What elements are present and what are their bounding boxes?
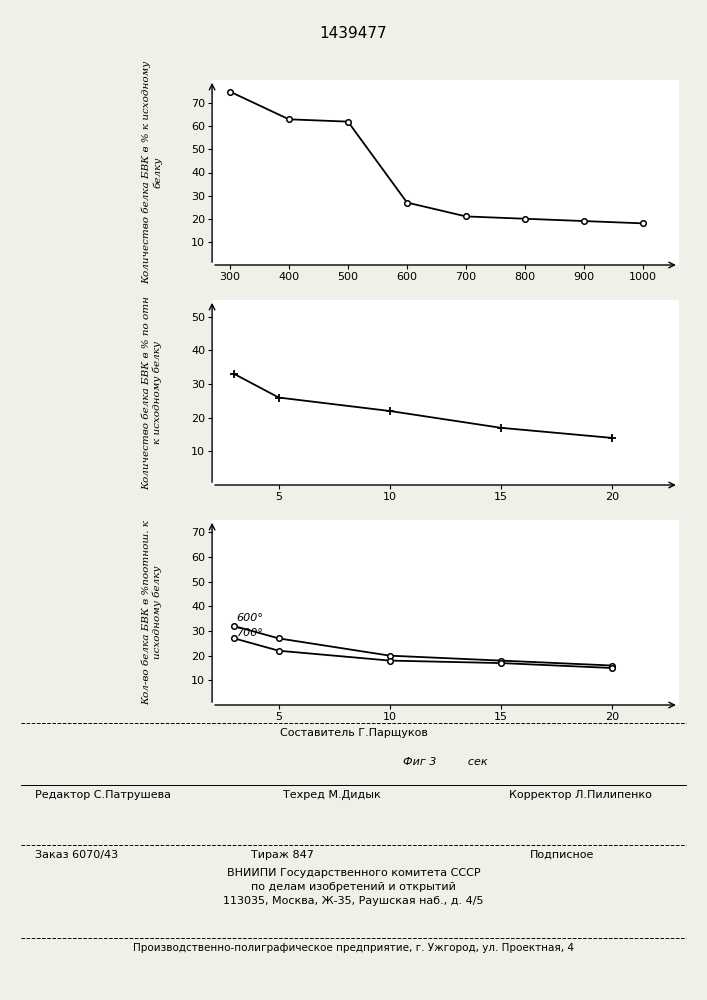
Text: Фиг 3         сек: Фиг 3 сек xyxy=(403,757,488,767)
Text: Производственно-полиграфическое предприятие, г. Ужгород, ул. Проектная, 4: Производственно-полиграфическое предприя… xyxy=(133,943,574,953)
Text: по делам изобретений и открытий: по делам изобретений и открытий xyxy=(251,882,456,892)
Text: Количество белка БВК в % по отн
к исходному белку: Количество белка БВК в % по отн к исходн… xyxy=(142,296,162,489)
Text: Кол-во белка БВК в %поотнош. к
исходному белку: Кол-во белка БВК в %поотнош. к исходному… xyxy=(142,520,162,705)
Text: Техред М.Дидык: Техред М.Дидык xyxy=(283,790,380,800)
Text: Количество белка БВК в % к исходному
белку: Количество белка БВК в % к исходному бел… xyxy=(142,61,162,284)
Text: Тираж 847: Тираж 847 xyxy=(252,850,314,860)
Text: Фиг.2    Время, сек.: Фиг.2 Время, сек. xyxy=(388,537,503,547)
Text: Составитель Г.Парщуков: Составитель Г.Парщуков xyxy=(279,728,428,738)
Text: 113035, Москва, Ж-35, Раушская наб., д. 4/5: 113035, Москва, Ж-35, Раушская наб., д. … xyxy=(223,896,484,906)
Text: 600°: 600° xyxy=(237,613,264,623)
Text: Фиг.1    Температура, C°: Фиг.1 Температура, C° xyxy=(373,317,518,327)
Text: Редактор С.Патрушева: Редактор С.Патрушева xyxy=(35,790,171,800)
Text: 1439477: 1439477 xyxy=(320,26,387,41)
Text: Корректор Л.Пилипенко: Корректор Л.Пилипенко xyxy=(509,790,652,800)
Text: 700°: 700° xyxy=(237,628,264,638)
Text: ВНИИПИ Государственного комитета СССР: ВНИИПИ Государственного комитета СССР xyxy=(227,868,480,878)
Text: Заказ 6070/43: Заказ 6070/43 xyxy=(35,850,119,860)
Text: Подписное: Подписное xyxy=(530,850,595,860)
